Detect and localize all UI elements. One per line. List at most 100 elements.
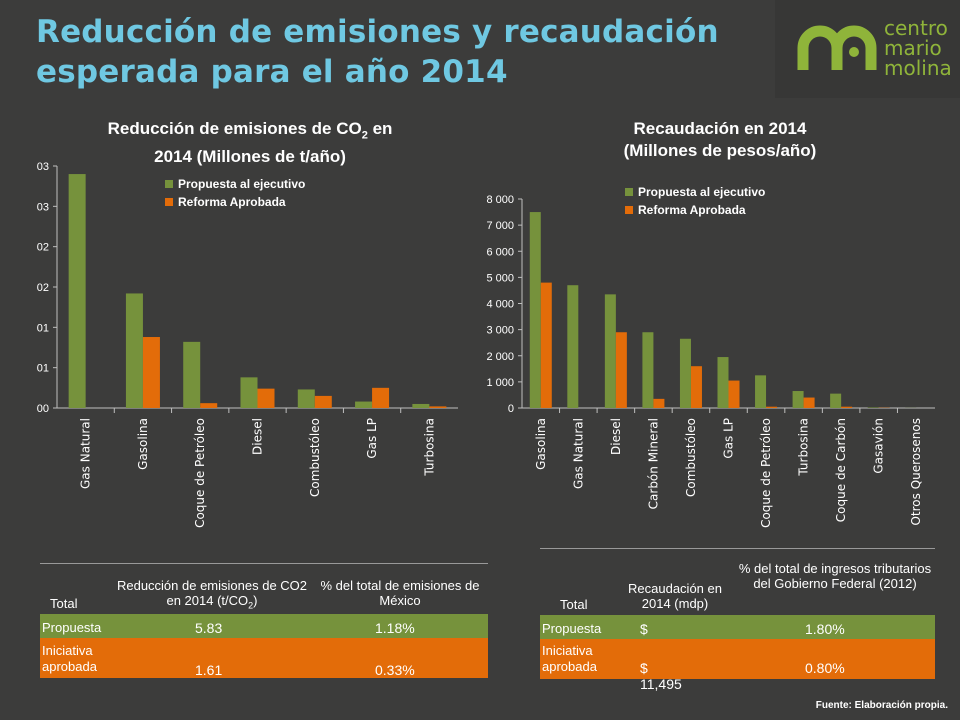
chart-left-bar-reforma xyxy=(200,403,218,408)
chart-right-bar-reforma xyxy=(690,366,702,408)
chart-right-title-line1: Recaudación en 2014 xyxy=(633,119,807,138)
chart-left-title-b: en xyxy=(367,119,393,138)
chart-left-xtick-label: Diesel xyxy=(251,418,265,455)
logo-line-2: mario xyxy=(884,36,942,60)
chart-right-ytick-label: 1 000 xyxy=(486,377,514,389)
chart-left-bar-propuesta xyxy=(183,341,201,408)
page-title-line2: esperada para el año 2014 xyxy=(36,54,508,90)
chart-right-xtick-label: Diesel xyxy=(609,418,623,455)
chart-right-xtick-label: Coque de Carbón xyxy=(834,418,848,522)
chart-right-bar-propuesta xyxy=(529,212,541,408)
chart-right-bar-reforma xyxy=(766,406,778,408)
table-left-rule xyxy=(40,563,488,564)
chart-left-bar-reforma xyxy=(314,395,332,408)
chart-left-bar-propuesta xyxy=(68,174,86,408)
table-row xyxy=(40,614,488,638)
chart-right-ytick-label: 3 000 xyxy=(486,325,514,337)
chart-left-bar-reforma xyxy=(257,388,275,408)
table-right-row2-value: $ 11,495 xyxy=(640,660,682,692)
chart-right-ytick-label: 4 000 xyxy=(486,299,514,311)
chart-left-ytick-label: 01 xyxy=(37,363,49,375)
chart-left-ytick-label: 00 xyxy=(37,403,49,415)
chart-left-bar-propuesta xyxy=(297,389,315,408)
chart-right-legend-label: Reforma Aprobada xyxy=(638,203,746,217)
table-right-header-revenue: Recaudación en 2014 (mdp) xyxy=(628,581,722,611)
chart-right-bar-propuesta xyxy=(792,391,804,408)
chart-right-bar-reforma xyxy=(803,397,815,408)
table-right-row1-pct: 1.80% xyxy=(805,621,845,637)
chart-right-bar-propuesta xyxy=(717,357,729,408)
logo-mark-icon xyxy=(797,25,877,70)
chart-right-legend-label: Propuesta al ejecutivo xyxy=(638,185,765,199)
chart-right-xtick-label: Gasolina xyxy=(534,418,548,470)
table-left-header-pct: % del total de emisiones de México xyxy=(320,578,480,608)
chart-right-bar-reforma xyxy=(615,332,627,408)
table-left-row1-value: 5.83 xyxy=(195,620,223,636)
logo-text: centro mario molina xyxy=(884,18,952,78)
chart-left-bar-propuesta xyxy=(125,293,143,408)
chart-right-xtick-label: Combustóleo xyxy=(684,418,698,497)
chart-left-bar-propuesta xyxy=(240,377,258,408)
chart-right-bar-propuesta xyxy=(642,332,654,408)
chart-right-legend-swatch xyxy=(625,206,633,214)
chart-left-bar-reforma xyxy=(372,387,390,408)
chart-left-legend-label: Propuesta al ejecutivo xyxy=(178,177,305,191)
chart-right-bar-propuesta xyxy=(604,294,616,408)
chart-left-title-line2: 2014 (Millones de t/año) xyxy=(154,147,346,167)
chart-left-title-sub: 2 xyxy=(361,129,368,142)
chart-right-bar-propuesta xyxy=(755,375,767,408)
chart-right-ytick-label: 8 000 xyxy=(486,194,514,206)
table-right-row1-label: Propuesta xyxy=(542,621,602,636)
table-row xyxy=(540,615,935,639)
chart-right-ytick-label: 0 xyxy=(508,403,514,415)
chart-left-ytick-label: 01 xyxy=(37,322,49,334)
chart-right-bar-reforma xyxy=(841,406,853,408)
chart-left-bar-reforma xyxy=(429,406,447,408)
chart-right-xtick-label: Gasavión xyxy=(872,418,886,474)
chart-right-ytick-label: 5 000 xyxy=(486,272,514,284)
source-note: Fuente: Elaboración propia. xyxy=(815,700,948,711)
page-title-line1: Reducción de emisiones y recaudación xyxy=(36,14,719,50)
table-right-header-pct: % del total de ingresos tributarios del … xyxy=(738,561,932,591)
chart-right-bar-propuesta xyxy=(830,393,842,408)
chart-left-title-a: Reducción de emisiones de CO xyxy=(107,119,362,138)
table-row xyxy=(40,638,488,678)
chart-right-bar-reforma xyxy=(540,282,552,408)
chart-left-legend-swatch xyxy=(165,198,173,206)
chart-left-xtick-label: Combustóleo xyxy=(308,418,322,497)
chart-right-ytick-label: 7 000 xyxy=(486,220,514,232)
chart-right-xtick-label: Coque de Petróleo xyxy=(759,418,773,528)
table-left-row1-pct: 1.18% xyxy=(375,620,415,636)
table-left-header-sub: 2 xyxy=(248,600,254,611)
chart-left-xtick-label: Gas Natural xyxy=(79,418,93,489)
chart-left-legend-label: Reforma Aprobada xyxy=(178,195,286,209)
table-right-header-total: Total xyxy=(560,597,588,612)
page-title: Reducción de emisiones y recaudación esp… xyxy=(36,12,736,92)
chart-right-legend-swatch xyxy=(625,188,633,196)
table-right-row2-label: Iniciativa aprobada xyxy=(542,643,597,674)
table-left-row2-pct: 0.33% xyxy=(375,662,415,678)
logo-line-3: molina xyxy=(884,56,952,80)
table-left-header-total: Total xyxy=(50,596,78,611)
chart-left-ytick-label: 02 xyxy=(37,282,49,294)
chart-left-ytick-label: 02 xyxy=(37,242,49,254)
chart-right-ytick-label: 6 000 xyxy=(486,246,514,258)
table-left-row2-value: 1.61 xyxy=(195,662,223,678)
table-row xyxy=(540,639,935,679)
table-left-header-reduction-text: Reducción de emisiones de CO2 en 2014 (t… xyxy=(116,578,308,608)
chart-right-bar-propuesta xyxy=(679,338,691,408)
chart-left-bar-reforma xyxy=(142,337,160,408)
table-left-row1-label: Propuesta xyxy=(42,620,102,635)
logo xyxy=(775,0,960,98)
chart-left-title: Reducción de emisiones de CO2 en 2014 (M… xyxy=(40,118,460,168)
table-right-rule xyxy=(540,548,935,549)
table-left-header-close: ) xyxy=(253,593,258,608)
chart-right-xtick-label: Otros Querosenos xyxy=(909,418,923,526)
chart-right-title: Recaudación en 2014 (Millones de pesos/a… xyxy=(520,118,920,162)
chart-left-xtick-label: Gas LP xyxy=(365,418,379,459)
chart-right-xtick-label: Gas Natural xyxy=(571,418,585,489)
chart-left-xtick-label: Turbosina xyxy=(422,418,436,477)
table-left-header-reduction: Reducción de emisiones de CO2 en 2014 (t… xyxy=(114,578,310,614)
chart-right-ytick-label: 2 000 xyxy=(486,351,514,363)
table-right-row2-pct: 0.80% xyxy=(805,660,845,676)
